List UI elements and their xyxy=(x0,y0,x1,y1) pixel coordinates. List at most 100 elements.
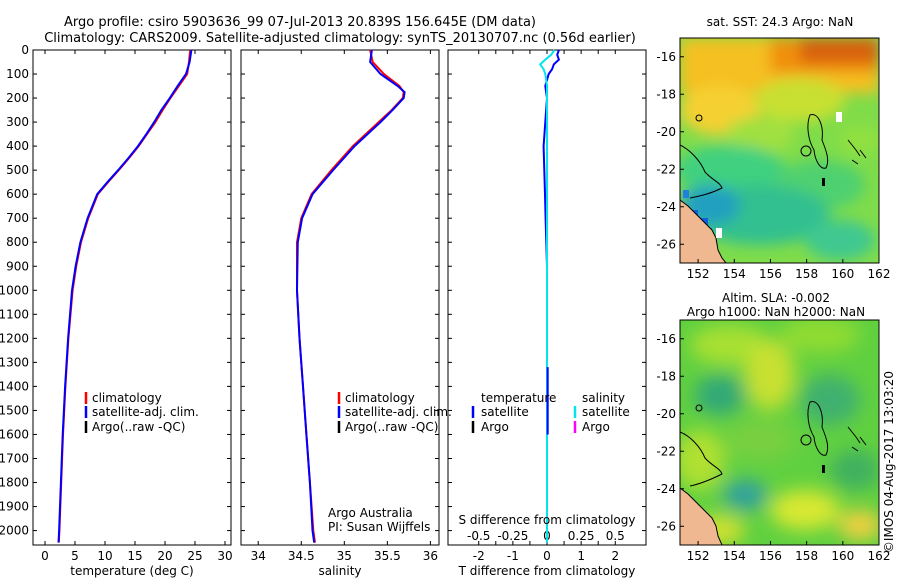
salinity-legend: climatology satellite-adj. clim. Argo(..… xyxy=(337,391,452,434)
map-x-tick-label: 162 xyxy=(868,549,891,563)
series-line-salinity-satellite xyxy=(538,49,556,543)
map-y-tick-label: -18 xyxy=(656,369,676,383)
x-tick-label: 34.5 xyxy=(288,549,315,563)
legend-label-s-satellite: satellite xyxy=(582,405,630,419)
x-tick-label: 5 xyxy=(71,549,79,563)
depth-tick-label: 800 xyxy=(6,235,29,249)
x-tick-label: 15 xyxy=(127,549,142,563)
map-y-tick-label: -26 xyxy=(656,237,676,251)
depth-tick-label: 0 xyxy=(21,43,29,57)
depth-tick-label: 1000 xyxy=(0,283,29,297)
series-line-climatology xyxy=(57,49,192,543)
x-tick-label: 0 xyxy=(41,549,49,563)
depth-tick-label: 1100 xyxy=(0,307,29,321)
x-tick-label: 36 xyxy=(423,549,438,563)
s-diff-tick-label: -0.25 xyxy=(497,529,528,543)
legend-label-s-argo: Argo xyxy=(582,420,610,434)
s-difference-axis-label: S difference from climatology xyxy=(459,513,636,527)
x-tick-label: 20 xyxy=(157,549,172,563)
series-line-satellite-adj-clim- xyxy=(57,49,193,543)
depth-tick-label: 1700 xyxy=(0,451,29,465)
map-y-tick-label: -20 xyxy=(656,125,676,139)
x-tick-label: 1 xyxy=(577,549,585,563)
legend-label-argo: Argo(..raw -QC) xyxy=(345,420,438,434)
salinity-panel-frame xyxy=(240,49,440,546)
difference-legend: temperature satellite Argo salinity sate… xyxy=(471,391,630,434)
series-line-satellite-adj-clim- xyxy=(295,49,406,543)
map-y-tick-label: -22 xyxy=(656,162,676,176)
sla-map-field xyxy=(680,320,879,545)
depth-tick-label: 1800 xyxy=(0,476,29,490)
depth-tick-label: 500 xyxy=(6,163,29,177)
temperature-legend: climatology satellite-adj. clim. Argo(..… xyxy=(84,391,199,434)
temperature-axis-label: temperature (deg C) xyxy=(70,564,193,578)
x-tick-label: -2 xyxy=(473,549,485,563)
legend-label-t-satellite: satellite xyxy=(481,405,529,419)
map-x-tick-label: 154 xyxy=(723,267,746,281)
map-y-tick-label: -16 xyxy=(656,332,676,346)
sla-map-title-line2: Argo h1000: NaN h2000: NaN xyxy=(687,305,865,319)
map-y-tick-label: -24 xyxy=(656,200,676,214)
depth-tick-label: 1300 xyxy=(0,355,29,369)
map-x-tick-label: 152 xyxy=(687,267,710,281)
s-diff-tick-label: 0.25 xyxy=(568,529,595,543)
legend-label-climatology: climatology xyxy=(92,391,162,405)
series-line-climatology xyxy=(296,49,405,543)
depth-tick-label: 400 xyxy=(6,139,29,153)
sst-map-axes: 152 154 156 158 160 162 -16 -18 -20 -22 -24 -26 xyxy=(656,50,890,281)
x-tick-label: 35 xyxy=(337,549,352,563)
depth-tick-label: 600 xyxy=(6,187,29,201)
sla-map-frame xyxy=(679,319,880,546)
temperature-depth-axis: 0 100 200 300 400 500 600 700 800 900 1000 1100 1200… xyxy=(0,43,646,538)
sla-map-title-line1: Altim. SLA: -0.002 xyxy=(722,291,830,305)
sst-map-title: sat. SST: 24.3 Argo: NaN xyxy=(707,15,854,29)
depth-tick-label: 1400 xyxy=(0,379,29,393)
depth-tick-label: 1900 xyxy=(0,500,29,514)
x-tick-label: 0 xyxy=(543,549,551,563)
x-tick-label: 35.5 xyxy=(374,549,401,563)
map-y-tick-label: -26 xyxy=(656,519,676,533)
map-x-tick-label: 152 xyxy=(687,549,710,563)
map-x-tick-label: 156 xyxy=(759,549,782,563)
depth-tick-label: 100 xyxy=(6,67,29,81)
legend-title-salinity: salinity xyxy=(582,391,625,405)
temperature-series-lines xyxy=(57,49,193,543)
map-y-tick-label: -22 xyxy=(656,444,676,458)
credit-line1: Argo Australia xyxy=(328,506,413,520)
x-tick-label: 34 xyxy=(251,549,266,563)
depth-tick-label: 1500 xyxy=(0,403,29,417)
depth-tick-label: 900 xyxy=(6,259,29,273)
x-tick-label: -1 xyxy=(507,549,519,563)
map-x-tick-label: 156 xyxy=(759,267,782,281)
salinity-x-axis: 34 34.5 35 35.5 36 xyxy=(251,50,438,563)
depth-tick-label: 1200 xyxy=(0,331,29,345)
timestamp-label: ©IMOS 04-Aug-2017 13:03:20 xyxy=(882,371,896,553)
x-tick-label: 2 xyxy=(611,549,619,563)
temperature-x-axis: 0 5 10 15 20 25 30 xyxy=(41,50,233,563)
map-y-tick-label: -20 xyxy=(656,407,676,421)
map-x-tick-label: 162 xyxy=(868,267,891,281)
s-diff-tick-label: 0.5 xyxy=(606,529,625,543)
header-title-line1: Argo profile: csiro 5903636_99 07-Jul-20… xyxy=(64,15,536,30)
map-x-tick-label: 158 xyxy=(795,549,818,563)
sst-map-frame xyxy=(679,37,880,264)
sla-map-axes: 152 154 156 158 160 162 -16 -18 -20 -22 -24 -26 xyxy=(656,332,890,563)
x-tick-label: 25 xyxy=(187,549,202,563)
legend-title-temperature: temperature xyxy=(481,391,556,405)
temperature-panel-frame xyxy=(32,49,232,546)
legend-label-argo: Argo(..raw -QC) xyxy=(92,420,185,434)
legend-label-t-argo: Argo xyxy=(481,420,509,434)
x-tick-label: 30 xyxy=(217,549,232,563)
map-y-tick-label: -16 xyxy=(656,50,676,64)
depth-tick-label: 2000 xyxy=(0,524,29,538)
header-title-line2: Climatology: CARS2009. Satellite-adjuste… xyxy=(44,31,636,46)
s-diff-tick-label: -0.5 xyxy=(467,529,490,543)
depth-tick-label: 1600 xyxy=(0,427,29,441)
salinity-axis-label: salinity xyxy=(318,564,361,578)
map-x-tick-label: 160 xyxy=(831,549,854,563)
depth-tick-label: 300 xyxy=(6,115,29,129)
map-x-tick-label: 158 xyxy=(795,267,818,281)
map-y-tick-label: -24 xyxy=(656,482,676,496)
sst-map-field xyxy=(680,38,879,263)
